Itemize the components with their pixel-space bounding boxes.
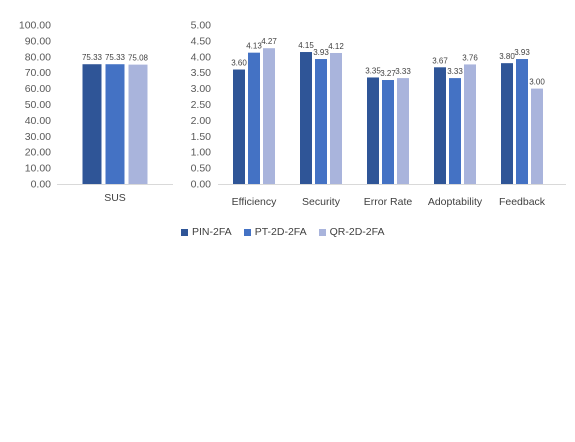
- y-tick-label: 0.50: [191, 163, 212, 175]
- y-tick-label: 5.00: [191, 20, 212, 32]
- legend-swatch-pt-2d-2fa: [243, 228, 251, 236]
- bar-qr-2d-2fa-efficiency: [263, 48, 275, 184]
- y-tick-label: 30.00: [25, 131, 51, 143]
- legend-label-pin-2fa: PIN-2FA: [192, 226, 232, 238]
- legend-item-pin-2fa: PIN-2FA: [181, 226, 232, 238]
- y-tick-label: 1.50: [191, 131, 212, 143]
- y-tick-label: 3.00: [191, 83, 212, 95]
- bar-qr-2d-2fa-feedback: [531, 88, 543, 184]
- x-category-label-adoptability: Adoptability: [428, 196, 483, 208]
- data-label-pin-2fa-feedback: 3.80: [499, 52, 515, 61]
- y-tick-label: 60.00: [25, 83, 51, 95]
- bar-pin-2fa-adoptability: [434, 67, 446, 184]
- x-category-label-sus: SUS: [104, 192, 126, 204]
- data-label-pt-2d-2fa-adoptability: 3.33: [447, 67, 463, 76]
- bar-pt-2d-2fa-error-rate: [382, 80, 394, 184]
- bar-pt-2d-2fa-security: [315, 59, 327, 184]
- sus-chart-panel: 0.00 10.00 20.00 30.00 40.00 50.00 60.00 70.00 8…: [19, 20, 173, 204]
- y-tick-label: 20.00: [25, 147, 51, 159]
- y-tick-label: 100.00: [19, 20, 51, 32]
- y-tick-label: 80.00: [25, 51, 51, 63]
- bar-pt-2d-2fa-efficiency: [248, 52, 260, 184]
- criteria-chart-panel: 0.00 0.50 1.00 1.50 2.00 2.50 3.00 3.50 4.00 4.50…: [191, 20, 566, 208]
- legend-swatch-qr-2d-2fa: [318, 228, 326, 236]
- legend-label-qr-2d-2fa: QR-2D-2FA: [329, 226, 385, 238]
- data-label-qr-2d-2fa-error-rate: 3.33: [395, 67, 411, 76]
- data-label-pin-2fa-security: 4.15: [298, 41, 314, 50]
- data-label-pt-2d-2fa-security: 3.93: [313, 48, 329, 57]
- x-category-label-feedback: Feedback: [499, 196, 546, 208]
- y-tick-label: 70.00: [25, 67, 51, 79]
- y-tick-label: 0.00: [191, 179, 212, 191]
- x-category-label-efficiency: Efficiency: [232, 196, 277, 208]
- y-tick-label: 1.00: [191, 147, 212, 159]
- data-label-qr-2d-2fa-sus: 75.08: [128, 54, 149, 63]
- bar-qr-2d-2fa-error-rate: [397, 78, 409, 184]
- chart-legend: PIN-2FA PT-2D-2FA QR-2D-2FA: [181, 225, 384, 239]
- y-tick-label: 2.00: [191, 115, 212, 127]
- data-label-pin-2fa-efficiency: 3.60: [231, 59, 247, 68]
- bar-qr-2d-2fa-sus: [128, 64, 148, 184]
- data-label-pin-2fa-adoptability: 3.67: [432, 56, 448, 65]
- legend-label-pt-2d-2fa: PT-2D-2FA: [254, 226, 307, 238]
- data-label-qr-2d-2fa-efficiency: 4.27: [261, 37, 277, 46]
- data-label-pt-2d-2fa-feedback: 3.93: [514, 48, 530, 57]
- data-label-pin-2fa-sus: 75.33: [82, 53, 103, 62]
- legend-swatch-pin-2fa: [181, 228, 188, 236]
- bar-qr-2d-2fa-security: [330, 52, 342, 184]
- data-label-pt-2d-2fa-error-rate: 3.27: [380, 69, 396, 78]
- data-label-qr-2d-2fa-security: 4.12: [328, 42, 344, 51]
- data-label-pin-2fa-error-rate: 3.35: [365, 66, 381, 75]
- data-label-pt-2d-2fa-sus: 75.33: [105, 53, 126, 62]
- y-tick-label: 3.50: [191, 67, 212, 79]
- y-tick-label: 4.00: [191, 51, 212, 63]
- bar-pt-2d-2fa-feedback: [516, 59, 528, 184]
- y-tick-label: 2.50: [191, 99, 212, 111]
- bar-pin-2fa-security: [300, 52, 312, 184]
- bar-qr-2d-2fa-adoptability: [464, 64, 476, 184]
- data-label-qr-2d-2fa-adoptability: 3.76: [462, 53, 478, 62]
- y-tick-label: 90.00: [25, 35, 51, 47]
- data-label-qr-2d-2fa-feedback: 3.00: [529, 78, 545, 87]
- data-label-pt-2d-2fa-efficiency: 4.13: [246, 42, 262, 51]
- x-category-label-security: Security: [302, 196, 341, 208]
- bar-pin-2fa-feedback: [501, 63, 513, 184]
- legend-item-qr-2d-2fa: QR-2D-2FA: [318, 226, 385, 238]
- bar-pt-2d-2fa-sus: [105, 64, 125, 184]
- bar-pin-2fa-sus: [82, 64, 102, 184]
- bar-pin-2fa-error-rate: [367, 77, 379, 184]
- bar-pin-2fa-efficiency: [233, 69, 245, 184]
- y-tick-label: 40.00: [25, 115, 51, 127]
- x-category-label-error-rate: Error Rate: [364, 196, 413, 208]
- legend-item-pt-2d-2fa: PT-2D-2FA: [243, 226, 307, 238]
- y-tick-label: 4.50: [191, 35, 212, 47]
- bar-pt-2d-2fa-adoptability: [449, 78, 461, 184]
- y-tick-label: 0.00: [31, 179, 52, 191]
- y-tick-label: 10.00: [25, 163, 51, 175]
- y-tick-label: 50.00: [25, 99, 51, 111]
